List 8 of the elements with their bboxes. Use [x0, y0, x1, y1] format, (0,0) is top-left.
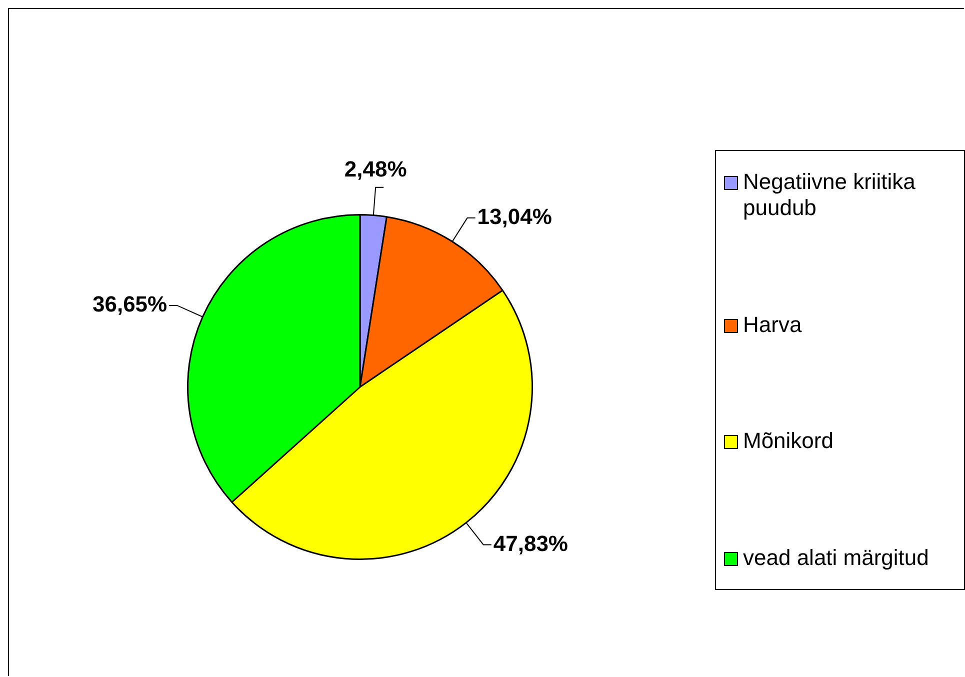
legend-label: vead alati märgitud	[743, 544, 929, 571]
data-label: 2,48%	[344, 156, 407, 182]
legend-label: Negatiivne kriitika puudub	[743, 169, 916, 221]
data-label: 36,65%	[92, 292, 168, 317]
data-label: 47,83%	[493, 530, 568, 556]
legend-label: Harva	[743, 312, 802, 338]
legend-label: Mõnikord	[743, 428, 834, 454]
data-label: 13,04%	[477, 204, 552, 229]
